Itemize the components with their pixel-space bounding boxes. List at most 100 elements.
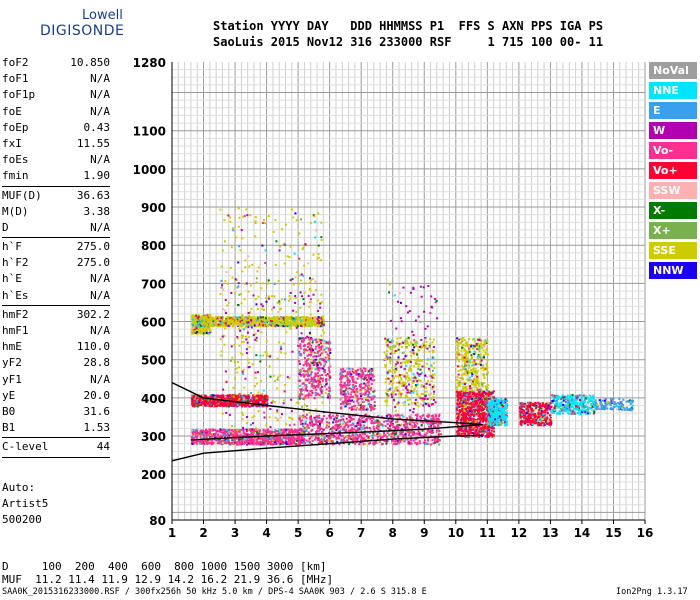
- echo-point: [325, 383, 328, 386]
- echo-point: [242, 323, 245, 326]
- echo-point: [231, 325, 234, 328]
- echo-point: [269, 375, 272, 378]
- echo-point: [196, 396, 199, 399]
- echo-point: [235, 442, 238, 445]
- echo-point: [315, 341, 318, 344]
- echo-point: [341, 385, 344, 388]
- echo-point: [245, 422, 248, 425]
- echo-point: [267, 436, 270, 439]
- echo-point: [210, 436, 213, 439]
- echo-point: [339, 385, 342, 388]
- echo-point: [302, 410, 305, 413]
- echo-point: [194, 435, 197, 438]
- echo-point: [289, 327, 292, 330]
- echo-point: [250, 439, 253, 442]
- echo-point: [415, 344, 418, 347]
- echo-point: [301, 248, 304, 251]
- echo-point: [259, 429, 262, 432]
- echo-point: [250, 392, 253, 395]
- echo-point: [232, 431, 235, 434]
- echo-point: [302, 302, 305, 305]
- echo-point: [263, 394, 266, 397]
- echo-point: [412, 372, 415, 375]
- echo-point: [386, 350, 389, 353]
- echo-point: [267, 297, 270, 300]
- echo-point: [279, 324, 282, 327]
- param-row: D N/A: [2, 220, 110, 236]
- echo-point: [295, 430, 298, 433]
- echo-point: [383, 351, 386, 354]
- echo-point: [403, 401, 406, 404]
- echo-point: [298, 257, 301, 260]
- echo-point: [364, 384, 367, 387]
- echo-point: [223, 343, 226, 346]
- echo-point: [258, 443, 261, 446]
- echo-point: [404, 355, 407, 358]
- echo-point: [251, 430, 254, 433]
- echo-point: [304, 384, 307, 387]
- echo-point: [209, 320, 212, 323]
- echo-point: [243, 395, 246, 398]
- echo-point: [347, 382, 350, 385]
- echo-point: [356, 395, 359, 398]
- echo-point: [402, 358, 405, 361]
- echo-point: [310, 320, 313, 323]
- echo-point: [335, 428, 338, 431]
- echo-point: [355, 372, 358, 375]
- echo-point: [199, 324, 202, 327]
- echo-point: [325, 388, 328, 391]
- echo-point: [240, 341, 243, 344]
- echo-point: [345, 400, 348, 403]
- echo-point: [407, 403, 410, 406]
- echo-point: [275, 321, 278, 324]
- echo-point: [320, 392, 323, 395]
- echo-point: [279, 416, 282, 419]
- echo-point: [291, 323, 294, 326]
- echo-point: [284, 430, 287, 433]
- echo-point: [236, 321, 239, 324]
- param-row: h`F2 275.0: [2, 255, 110, 271]
- echo-point: [278, 317, 281, 320]
- echo-point: [371, 406, 374, 409]
- echo-point: [249, 311, 252, 314]
- echo-point: [193, 398, 196, 401]
- echo-point: [208, 396, 211, 399]
- echo-point: [251, 422, 254, 425]
- echo-point: [413, 365, 416, 368]
- echo-point: [273, 322, 276, 325]
- y-tick-label: 900: [141, 201, 166, 215]
- echo-point: [220, 321, 223, 324]
- echo-point: [274, 319, 277, 322]
- echo-point: [349, 387, 352, 390]
- param-value: N/A: [90, 288, 110, 302]
- echo-point: [255, 442, 258, 445]
- echo-point: [316, 362, 319, 365]
- echo-point: [412, 353, 415, 356]
- echo-point: [303, 373, 306, 376]
- echo-point: [314, 236, 317, 239]
- echo-point: [308, 343, 311, 346]
- echo-point: [410, 370, 413, 373]
- echo-point: [253, 429, 256, 432]
- echo-point: [233, 404, 236, 407]
- echo-point: [299, 388, 302, 391]
- echo-point: [267, 433, 270, 436]
- echo-point: [285, 321, 288, 324]
- echo-point: [317, 252, 320, 255]
- echo-point: [311, 361, 314, 364]
- echo-point: [242, 430, 245, 433]
- echo-point: [262, 432, 265, 435]
- echo-point: [309, 333, 312, 336]
- echo-point: [283, 439, 286, 442]
- echo-point: [241, 315, 244, 318]
- echo-point: [413, 388, 416, 391]
- echo-point: [319, 306, 322, 309]
- echo-point: [195, 432, 198, 435]
- echo-point: [308, 411, 311, 414]
- echo-point: [316, 317, 319, 320]
- echo-point: [298, 371, 301, 374]
- echo-point: [406, 354, 409, 357]
- echo-point: [386, 395, 389, 398]
- echo-point: [428, 346, 431, 349]
